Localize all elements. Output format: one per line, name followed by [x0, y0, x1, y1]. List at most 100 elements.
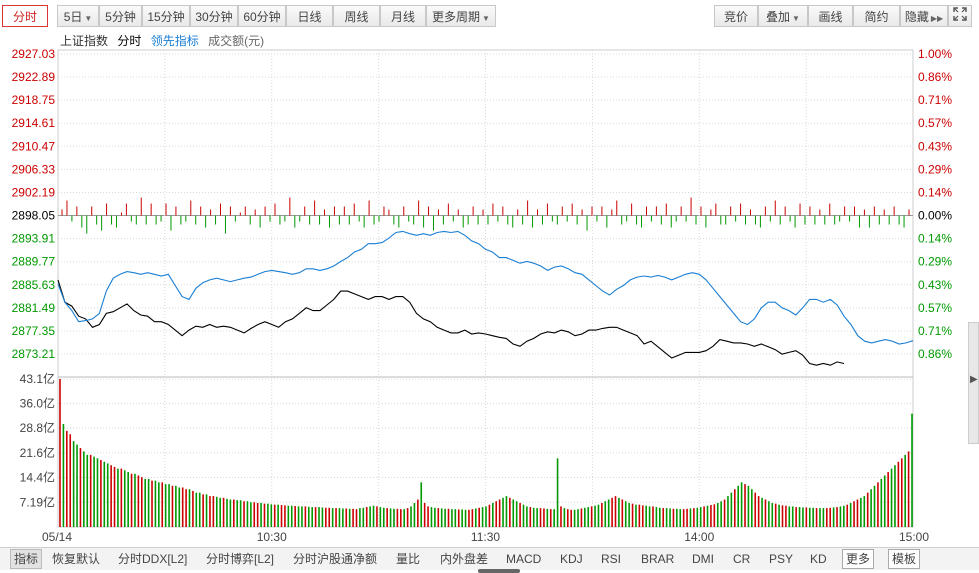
- tab-weekly-label: 周线: [344, 10, 369, 24]
- tab-5day-label: 5日: [63, 10, 83, 24]
- tab-15min[interactable]: 15分钟: [142, 5, 190, 27]
- volume-tick-label: 28.8亿: [20, 420, 55, 435]
- indicator-tab-1[interactable]: 恢复默认: [52, 552, 101, 566]
- price-tick-label: 2910.47: [12, 139, 56, 153]
- percent-tick-label: 0.86%: [918, 70, 952, 84]
- chart-legend: 上证指数 分时 领先指标 成交额(元): [60, 33, 270, 49]
- period-toolbar: 分时 5日 ▼ 5分钟 15分钟 30分钟 60分钟 日线 周线 月线 更多周期 ▼…: [0, 0, 979, 30]
- tab-30min-label: 30分钟: [195, 10, 233, 24]
- volume-tick-label: 7.19亿: [20, 494, 55, 509]
- tab-auction[interactable]: 竞价: [714, 5, 758, 27]
- tab-simple[interactable]: 简约: [853, 5, 900, 27]
- chevron-down-icon: ▼: [482, 14, 490, 23]
- indicator-tab-7[interactable]: MACD: [506, 552, 542, 566]
- tab-15min-label: 15分钟: [147, 10, 185, 24]
- price-tick-label: 2927.03: [12, 47, 56, 61]
- indicator-tab-12[interactable]: CR: [733, 552, 751, 566]
- tab-hide[interactable]: 隐藏 ▶▶: [900, 5, 948, 27]
- percent-tick-label: 0.43%: [918, 139, 952, 153]
- expand-arrow-icon[interactable]: ▶: [970, 374, 978, 385]
- fullscreen-button[interactable]: [948, 5, 972, 27]
- percent-tick-label: 0.29%: [918, 255, 952, 269]
- tab-weekly[interactable]: 周线: [333, 5, 380, 27]
- percent-tick-label: 0.71%: [918, 93, 952, 107]
- indicator-tab-15[interactable]: 更多: [842, 549, 875, 569]
- chart-axes: 2927.03 1.00% 2922.89 0.86% 2918.75 0.71% 2914…: [12, 47, 953, 544]
- legend-intraday[interactable]: 分时: [117, 34, 142, 48]
- price-tick-label: 2902.19: [12, 185, 56, 199]
- percent-tick-label: 0.14%: [918, 232, 952, 246]
- time-tick-label: 15:00: [899, 530, 929, 544]
- price-lines: [57, 230, 914, 366]
- intraday-chart[interactable]: 2927.03 1.00% 2922.89 0.86% 2918.75 0.71% 2914…: [0, 0, 979, 547]
- tab-5min[interactable]: 5分钟: [99, 5, 142, 27]
- indicator-tab-13[interactable]: PSY: [769, 552, 794, 566]
- indicator-tab-3[interactable]: 分时博弈[L2]: [206, 552, 275, 566]
- price-tick-label: 2922.89: [12, 70, 56, 84]
- indicator-tab-14[interactable]: KD: [810, 552, 827, 566]
- price-tick-label: 2877.35: [12, 324, 56, 338]
- indicator-tab-6[interactable]: 内外盘差: [440, 552, 489, 566]
- percent-tick-label: 0.86%: [918, 347, 952, 361]
- volume-bars: [59, 379, 913, 527]
- tab-5min-label: 5分钟: [105, 10, 136, 24]
- legend-lead-indicator[interactable]: 领先指标: [150, 34, 199, 48]
- volume-tick-label: 21.6亿: [20, 445, 55, 460]
- percent-tick-label: 0.29%: [918, 162, 952, 176]
- indicator-tab-9[interactable]: RSI: [601, 552, 622, 566]
- indicator-tab-8[interactable]: KDJ: [560, 552, 583, 566]
- chart-grid: [57, 49, 914, 528]
- tab-5day[interactable]: 5日 ▼: [57, 5, 99, 27]
- percent-tick-label: 0.14%: [918, 185, 952, 199]
- double-chevron-right-icon: ▶▶: [930, 14, 944, 23]
- price-tick-label: 2914.61: [12, 116, 56, 130]
- tab-monthly[interactable]: 月线: [380, 5, 426, 27]
- percent-tick-label: 0.71%: [918, 324, 952, 338]
- price-tick-label: 2898.05: [12, 209, 56, 223]
- lead-indicator-line: [57, 230, 914, 345]
- tab-60min-label: 60分钟: [243, 10, 281, 24]
- indicator-tab-10[interactable]: BRAR: [641, 552, 675, 566]
- tab-30min[interactable]: 30分钟: [190, 5, 238, 27]
- price-tick-label: 2885.63: [12, 278, 56, 292]
- indicator-tab-4[interactable]: 分时沪股通净额: [293, 552, 378, 566]
- time-tick-label: 10:30: [257, 530, 287, 544]
- indicator-tab-2[interactable]: 分时DDX[L2]: [118, 552, 188, 566]
- tab-intraday-label: 分时: [12, 10, 37, 24]
- tab-daily[interactable]: 日线: [286, 5, 333, 27]
- tab-overlay-label: 叠加: [766, 10, 791, 24]
- tab-overlay[interactable]: 叠加 ▼: [758, 5, 808, 27]
- tab-auction-label: 竞价: [723, 10, 748, 24]
- price-tick-label: 2906.33: [12, 162, 56, 176]
- tab-hide-label: 隐藏: [904, 10, 929, 24]
- horizontal-scroll-thumb[interactable]: [478, 569, 520, 573]
- indicator-tab-5[interactable]: 量比: [396, 552, 421, 566]
- indicator-tab-0[interactable]: 指标: [10, 549, 43, 569]
- index-name: 上证指数: [60, 34, 109, 48]
- price-tick-label: 2873.21: [12, 347, 56, 361]
- tab-more-periods-label: 更多周期: [432, 10, 481, 24]
- percent-tick-label: 0.57%: [918, 116, 952, 130]
- tab-draw-line-label: 画线: [818, 10, 843, 24]
- time-tick-label: 11:30: [471, 530, 500, 544]
- chevron-down-icon: ▼: [792, 14, 800, 23]
- price-tick-label: 2918.75: [12, 93, 56, 107]
- volume-tick-label: 43.1亿: [20, 371, 55, 386]
- volume-tick-label: 36.0亿: [20, 395, 55, 410]
- price-tick-label: 2881.49: [12, 301, 56, 315]
- percent-tick-label: 0.00%: [918, 209, 952, 223]
- tab-60min[interactable]: 60分钟: [238, 5, 286, 27]
- tab-intraday[interactable]: 分时: [2, 5, 48, 27]
- indicator-bar: 指标 恢复默认 分时DDX[L2] 分时博弈[L2] 分时沪股通净额 量比 内外盘差 MACD…: [0, 547, 979, 570]
- tab-simple-label: 简约: [864, 10, 889, 24]
- tab-more-periods[interactable]: 更多周期 ▼: [426, 5, 496, 27]
- tab-draw-line[interactable]: 画线: [808, 5, 853, 27]
- legend-volume: 成交额(元): [208, 34, 265, 48]
- breadth-bars: [61, 197, 910, 234]
- tab-monthly-label: 月线: [390, 10, 415, 24]
- time-tick-label: 14:00: [684, 530, 714, 544]
- fullscreen-icon: [953, 7, 967, 21]
- price-line: [57, 279, 845, 366]
- indicator-tab-11[interactable]: DMI: [692, 552, 714, 566]
- indicator-tab-16[interactable]: 模板: [888, 549, 921, 569]
